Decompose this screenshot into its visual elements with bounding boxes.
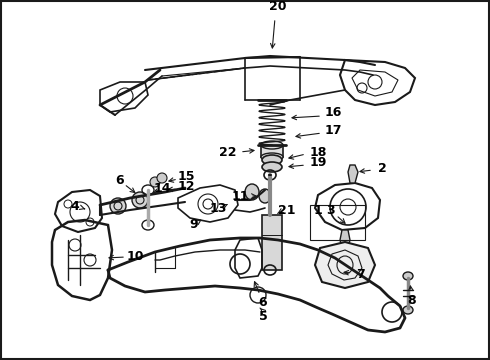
Text: 3: 3	[326, 203, 334, 216]
Text: 17: 17	[324, 123, 342, 136]
Bar	[310, 205, 365, 240]
Text: 6: 6	[259, 296, 268, 309]
Text: 20: 20	[269, 0, 287, 13]
Text: 12: 12	[177, 180, 195, 194]
Text: 4: 4	[71, 199, 79, 212]
Ellipse shape	[403, 272, 413, 280]
Ellipse shape	[403, 306, 413, 314]
Ellipse shape	[132, 192, 148, 208]
Ellipse shape	[262, 155, 282, 165]
Ellipse shape	[245, 184, 259, 200]
Ellipse shape	[262, 162, 282, 172]
Bar	[262, 215, 282, 270]
Text: 22: 22	[219, 145, 237, 158]
Text: 9: 9	[190, 217, 198, 230]
Text: 1: 1	[314, 203, 322, 216]
Text: 18: 18	[309, 145, 327, 158]
Text: 8: 8	[408, 293, 416, 306]
Ellipse shape	[157, 173, 167, 183]
Text: 10: 10	[126, 249, 144, 262]
Ellipse shape	[150, 177, 160, 187]
Text: 7: 7	[356, 267, 365, 280]
Polygon shape	[315, 242, 375, 288]
Text: 13: 13	[209, 202, 227, 215]
Polygon shape	[340, 230, 350, 248]
Bar	[261, 145, 283, 157]
Text: 15: 15	[177, 170, 195, 183]
Text: 16: 16	[324, 107, 342, 120]
Ellipse shape	[259, 189, 271, 203]
Ellipse shape	[261, 153, 283, 161]
Text: 19: 19	[309, 157, 327, 170]
Text: 21: 21	[278, 203, 296, 216]
Text: 5: 5	[259, 310, 268, 323]
Text: 11: 11	[231, 189, 249, 202]
Ellipse shape	[110, 198, 126, 214]
Ellipse shape	[261, 141, 283, 149]
Text: 2: 2	[378, 162, 387, 175]
Text: 6: 6	[116, 174, 124, 186]
Text: 14: 14	[153, 181, 171, 194]
Polygon shape	[348, 165, 358, 183]
